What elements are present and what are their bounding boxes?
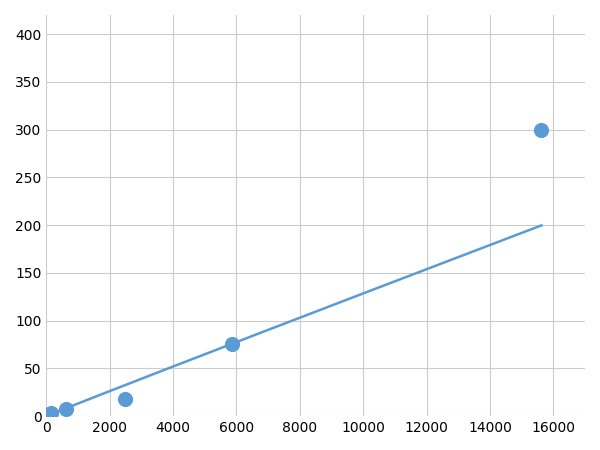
Point bbox=[46, 410, 56, 417]
Point bbox=[121, 396, 130, 403]
Point bbox=[61, 406, 71, 413]
Point bbox=[227, 340, 237, 347]
Point bbox=[536, 126, 546, 133]
